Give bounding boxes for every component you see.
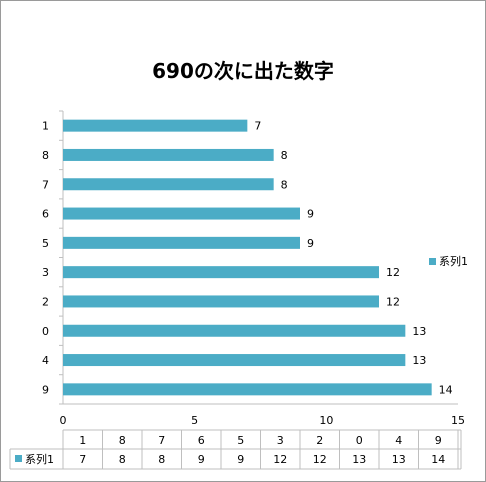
bar bbox=[63, 119, 248, 132]
bar bbox=[63, 178, 274, 191]
bar bbox=[63, 295, 379, 308]
bar bbox=[63, 383, 432, 396]
table-header-cell: 8 bbox=[119, 434, 126, 447]
bar bbox=[63, 148, 274, 161]
table-header-cell: 0 bbox=[356, 434, 363, 447]
y-tick-label: 6 bbox=[42, 208, 49, 221]
table-header-cell: 7 bbox=[158, 434, 165, 447]
x-tick-label: 15 bbox=[451, 414, 465, 427]
table-value-cell: 8 bbox=[158, 453, 165, 466]
data-label: 8 bbox=[281, 178, 288, 191]
x-tick-label: 5 bbox=[191, 414, 198, 427]
y-tick-label: 2 bbox=[42, 295, 49, 308]
y-tick-label: 5 bbox=[42, 237, 49, 250]
y-tick-label: 4 bbox=[42, 354, 49, 367]
data-label: 9 bbox=[307, 208, 314, 221]
table-header-cell: 3 bbox=[277, 434, 284, 447]
y-tick-label: 9 bbox=[42, 383, 49, 396]
x-tick-label: 10 bbox=[319, 414, 333, 427]
data-label: 14 bbox=[439, 383, 453, 396]
table-value-cell: 9 bbox=[198, 453, 205, 466]
table-value-cell: 12 bbox=[313, 453, 327, 466]
data-label: 9 bbox=[307, 237, 314, 250]
table-value-cell: 9 bbox=[237, 453, 244, 466]
table-value-cell: 7 bbox=[79, 453, 86, 466]
y-tick-label: 7 bbox=[42, 178, 49, 191]
data-label: 12 bbox=[386, 266, 400, 279]
table-header-cell: 1 bbox=[79, 434, 86, 447]
table-legend-swatch bbox=[15, 455, 22, 462]
legend-label: 系列1 bbox=[439, 254, 468, 268]
legend-swatch bbox=[429, 258, 436, 265]
table-value-cell: 13 bbox=[352, 453, 366, 466]
bar bbox=[63, 324, 406, 337]
y-tick-label: 0 bbox=[42, 325, 49, 338]
table-header-cell: 5 bbox=[237, 434, 244, 447]
table-value-cell: 13 bbox=[392, 453, 406, 466]
bar bbox=[63, 236, 300, 249]
data-label: 13 bbox=[412, 354, 426, 367]
bar bbox=[63, 354, 406, 367]
table-value-cell: 8 bbox=[119, 453, 126, 466]
table-value-cell: 14 bbox=[431, 453, 445, 466]
bar bbox=[63, 207, 300, 220]
data-label: 12 bbox=[386, 295, 400, 308]
table-header-cell: 9 bbox=[435, 434, 442, 447]
y-tick-label: 1 bbox=[42, 120, 49, 133]
y-tick-label: 3 bbox=[42, 266, 49, 279]
y-tick-label: 8 bbox=[42, 149, 49, 162]
data-label: 8 bbox=[281, 149, 288, 162]
data-label: 13 bbox=[412, 325, 426, 338]
x-tick-label: 0 bbox=[60, 414, 67, 427]
data-label: 7 bbox=[254, 120, 261, 133]
chart-title: 690の次に出た数字 bbox=[152, 59, 334, 83]
bar bbox=[63, 266, 379, 279]
table-row-header: 系列1 bbox=[25, 452, 54, 466]
table-header-cell: 2 bbox=[316, 434, 323, 447]
table-header-cell: 6 bbox=[198, 434, 205, 447]
table-header-cell: 4 bbox=[395, 434, 402, 447]
table-value-cell: 12 bbox=[273, 453, 287, 466]
